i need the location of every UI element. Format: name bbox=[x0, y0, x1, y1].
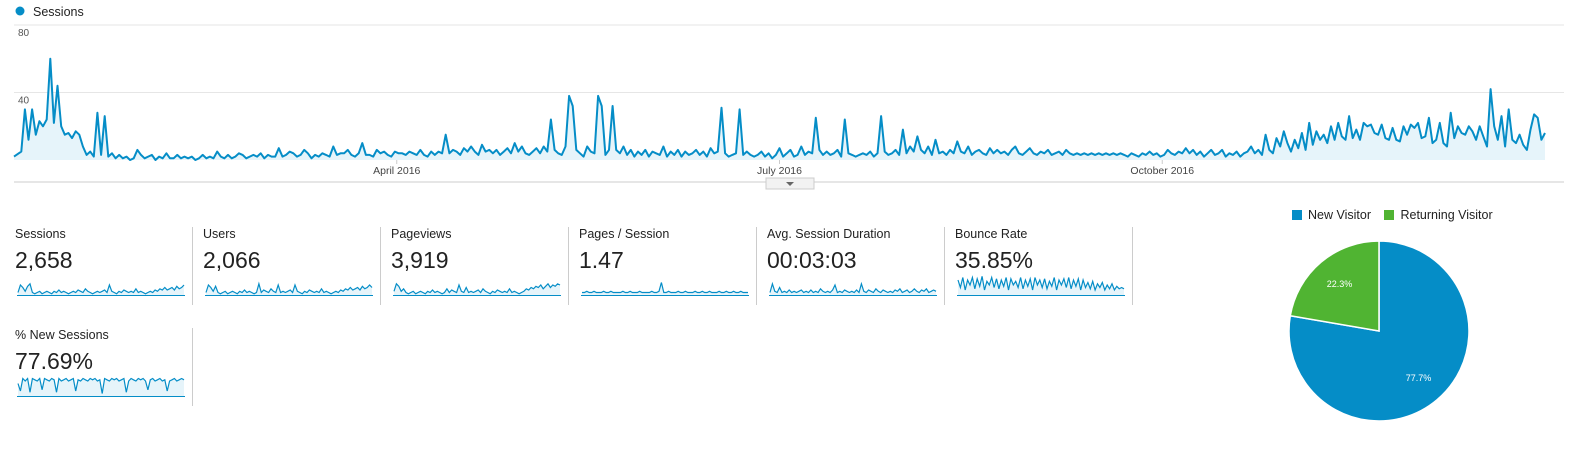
sparkline-line bbox=[205, 281, 373, 295]
pie-legend-label: Returning Visitor bbox=[1400, 208, 1493, 222]
chart-legend[interactable]: Sessions bbox=[15, 5, 84, 19]
metric-value: 77.69% bbox=[15, 348, 94, 374]
sparkline-fill bbox=[394, 283, 560, 295]
sparkline-fill bbox=[206, 283, 372, 295]
metric-label: Bounce Rate bbox=[955, 227, 1028, 241]
metric-divider bbox=[192, 227, 193, 305]
x-tick-label: July 2016 bbox=[757, 165, 802, 177]
metric-sparkline bbox=[393, 282, 561, 296]
chevron-down-icon bbox=[786, 182, 794, 186]
metric-value: 35.85% bbox=[955, 247, 1034, 273]
pie-legend: New Visitor Returning Visitor bbox=[1292, 208, 1503, 223]
metric-tile[interactable]: Bounce Rate 35.85% bbox=[955, 227, 1131, 305]
metric-divider bbox=[756, 227, 757, 305]
metric-divider bbox=[1132, 227, 1133, 305]
legend-sessions-dot bbox=[15, 6, 25, 16]
sparkline-line bbox=[393, 282, 561, 295]
sparkline-line bbox=[582, 282, 748, 294]
metric-tile[interactable]: Avg. Session Duration 00:03:03 bbox=[767, 227, 943, 305]
chart-gridlines bbox=[14, 24, 1564, 93]
metric-label: Pages / Session bbox=[579, 227, 670, 241]
metric-label: % New Sessions bbox=[15, 328, 109, 342]
y-tick-label: 80 bbox=[18, 28, 30, 39]
pie-legend-new-visitor[interactable]: New Visitor bbox=[1292, 208, 1371, 222]
x-axis-ticks: April 2016 July 2016 October 2016 bbox=[373, 160, 1194, 177]
sparkline-line bbox=[17, 377, 185, 394]
sparkline-line bbox=[957, 275, 1125, 292]
pie-legend-returning-visitor[interactable]: Returning Visitor bbox=[1384, 208, 1493, 222]
visitor-pie-chart: 77.7% 22.3% bbox=[1288, 240, 1470, 422]
metric-value: 1.47 bbox=[579, 247, 624, 273]
x-tick-label: April 2016 bbox=[373, 165, 420, 177]
chart-collapse-toggle[interactable] bbox=[765, 177, 815, 190]
metric-tile[interactable]: % New Sessions 77.69% bbox=[15, 328, 191, 406]
sparkline-line bbox=[17, 282, 185, 295]
metric-sparkline bbox=[17, 282, 185, 296]
metric-divider bbox=[192, 328, 193, 406]
metric-sparkline bbox=[205, 281, 373, 296]
sparkline-fill bbox=[18, 283, 184, 295]
pie-legend-swatch bbox=[1292, 210, 1302, 220]
metric-tile[interactable]: Sessions 2,658 bbox=[15, 227, 191, 305]
pie-legend-swatch bbox=[1384, 210, 1395, 220]
sparkline-fill bbox=[582, 282, 748, 295]
metric-sparkline bbox=[957, 275, 1125, 296]
sessions-area-fill bbox=[14, 58, 1545, 160]
metric-value: 00:03:03 bbox=[767, 247, 857, 273]
metric-divider bbox=[944, 227, 945, 305]
sessions-line-chart: Sessions 80 40 April 2016 July 2016 October… bbox=[13, 5, 1564, 190]
metric-tile[interactable]: Pageviews 3,919 bbox=[391, 227, 567, 305]
sparkline-fill bbox=[770, 283, 936, 295]
sparkline-line bbox=[769, 281, 937, 294]
pie-slice-label: 77.7% bbox=[1406, 373, 1432, 383]
metric-tile[interactable]: Users 2,066 bbox=[203, 227, 379, 305]
metric-label: Avg. Session Duration bbox=[767, 227, 891, 241]
metric-sparkline bbox=[17, 377, 185, 397]
pie-slice bbox=[1289, 240, 1380, 332]
metric-divider bbox=[568, 227, 569, 305]
metric-label: Sessions bbox=[15, 227, 66, 241]
metric-divider bbox=[380, 227, 381, 305]
metric-value: 3,919 bbox=[391, 247, 449, 273]
y-axis-ticks: 80 40 bbox=[18, 28, 30, 107]
sessions-series-line bbox=[13, 57, 1546, 161]
metric-sparkline bbox=[581, 282, 749, 296]
pie-legend-label: New Visitor bbox=[1308, 208, 1371, 222]
metric-sparkline bbox=[769, 281, 937, 296]
y-tick-label: 40 bbox=[18, 96, 30, 107]
x-tick-label: October 2016 bbox=[1130, 165, 1194, 177]
metric-value: 2,658 bbox=[15, 247, 73, 273]
pie-slice-label: 22.3% bbox=[1327, 279, 1353, 289]
legend-sessions-label: Sessions bbox=[33, 5, 84, 19]
metric-value: 2,066 bbox=[203, 247, 261, 273]
metric-label: Users bbox=[203, 227, 236, 241]
metric-tile[interactable]: Pages / Session 1.47 bbox=[579, 227, 755, 305]
metric-label: Pageviews bbox=[391, 227, 452, 241]
